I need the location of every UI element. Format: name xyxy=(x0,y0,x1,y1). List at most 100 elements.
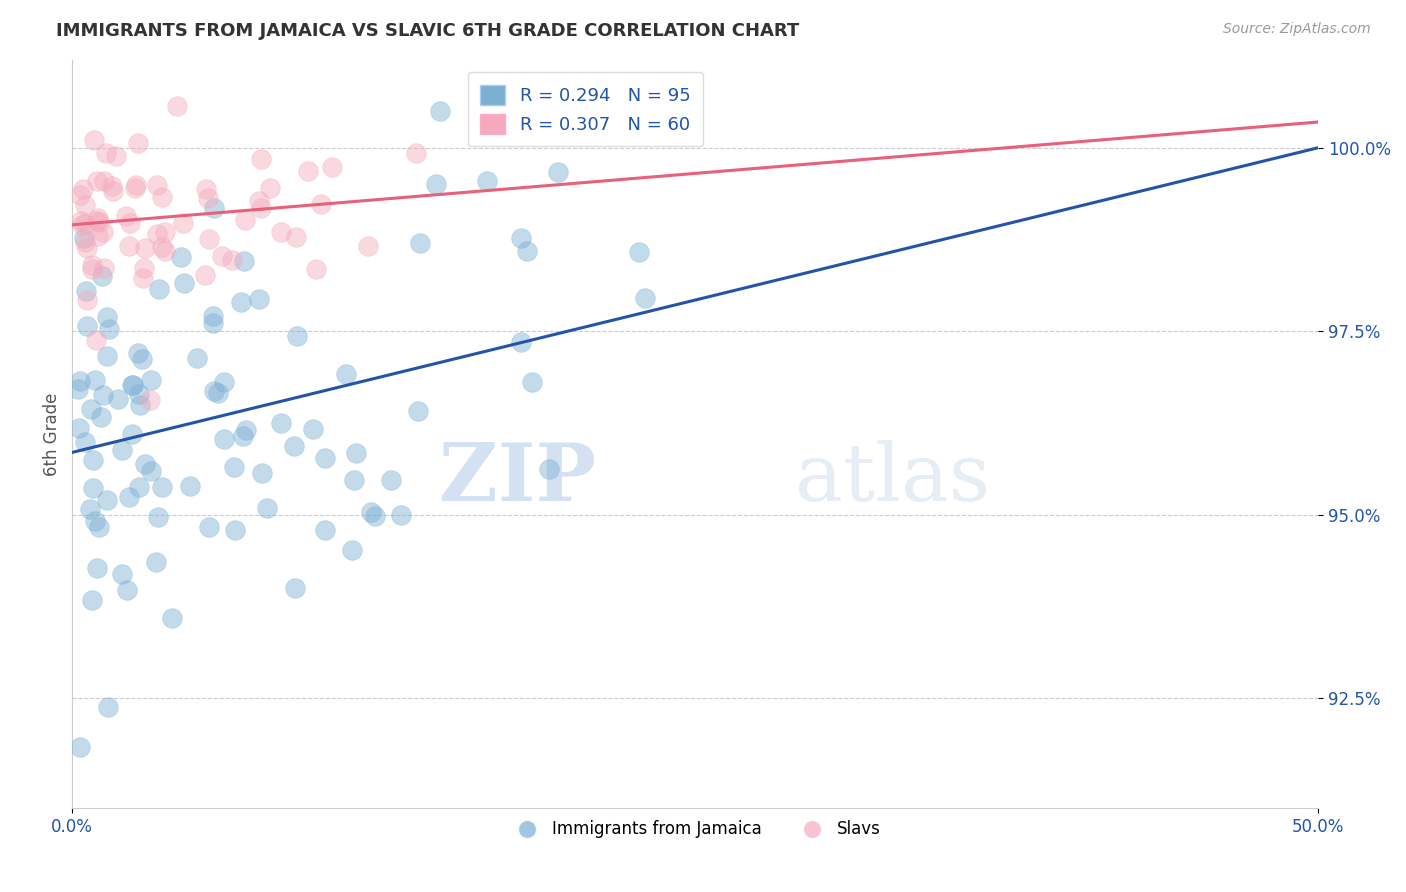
Point xyxy=(360,505,382,519)
Point xyxy=(80,593,103,607)
Point xyxy=(111,443,134,458)
Point xyxy=(633,291,655,305)
Point xyxy=(115,582,138,597)
Point xyxy=(202,316,225,330)
Point xyxy=(101,179,124,194)
Point xyxy=(104,149,127,163)
Point xyxy=(212,376,235,390)
Point xyxy=(197,191,219,205)
Point xyxy=(89,520,111,534)
Point xyxy=(150,480,173,494)
Point xyxy=(73,217,96,231)
Point xyxy=(477,173,499,187)
Point xyxy=(235,423,257,437)
Point xyxy=(357,238,380,252)
Point xyxy=(314,523,336,537)
Point xyxy=(344,445,367,459)
Point xyxy=(232,254,254,268)
Point xyxy=(628,245,651,260)
Point xyxy=(91,388,114,402)
Point xyxy=(93,174,115,188)
Point xyxy=(284,230,307,244)
Point xyxy=(408,235,430,250)
Point xyxy=(305,261,328,276)
Point xyxy=(86,174,108,188)
Point xyxy=(405,146,427,161)
Point xyxy=(73,231,96,245)
Point xyxy=(314,450,336,465)
Point xyxy=(335,368,357,382)
Point xyxy=(83,373,105,387)
Point xyxy=(198,520,221,534)
Legend: Immigrants from Jamaica, Slavs: Immigrants from Jamaica, Slavs xyxy=(503,814,887,845)
Point xyxy=(270,225,292,239)
Point xyxy=(125,178,148,193)
Point xyxy=(270,417,292,431)
Point xyxy=(145,178,167,192)
Point xyxy=(285,329,308,343)
Point xyxy=(79,501,101,516)
Point xyxy=(166,99,188,113)
Y-axis label: 6th Grade: 6th Grade xyxy=(44,392,60,475)
Point xyxy=(70,218,93,232)
Point xyxy=(80,401,103,416)
Point xyxy=(134,457,156,471)
Point xyxy=(252,467,274,481)
Point xyxy=(170,250,193,264)
Point xyxy=(224,523,246,537)
Point xyxy=(321,161,343,175)
Point xyxy=(128,480,150,494)
Point xyxy=(139,392,162,407)
Point xyxy=(198,232,221,246)
Point xyxy=(111,567,134,582)
Point xyxy=(127,136,149,150)
Point xyxy=(408,404,430,418)
Point xyxy=(82,482,104,496)
Point xyxy=(250,201,273,215)
Point xyxy=(134,241,156,255)
Point xyxy=(75,198,97,212)
Text: ZIP: ZIP xyxy=(439,440,596,518)
Point xyxy=(380,473,402,487)
Point xyxy=(127,346,149,360)
Point xyxy=(429,103,451,118)
Point xyxy=(221,253,243,268)
Point xyxy=(160,611,183,625)
Point xyxy=(128,387,150,401)
Point xyxy=(146,510,169,524)
Point xyxy=(76,293,98,308)
Point xyxy=(364,509,387,524)
Point xyxy=(118,239,141,253)
Point xyxy=(72,182,94,196)
Point xyxy=(82,453,104,467)
Point xyxy=(67,421,90,435)
Point xyxy=(91,269,114,284)
Point xyxy=(84,514,107,528)
Point xyxy=(73,235,96,249)
Point xyxy=(114,209,136,223)
Point xyxy=(509,231,531,245)
Point xyxy=(202,309,225,323)
Point xyxy=(297,164,319,178)
Point xyxy=(69,214,91,228)
Point xyxy=(89,214,111,228)
Point xyxy=(193,268,215,283)
Point xyxy=(520,375,543,389)
Point xyxy=(150,240,173,254)
Point xyxy=(342,543,364,558)
Point xyxy=(139,372,162,386)
Point xyxy=(86,214,108,228)
Point xyxy=(124,181,146,195)
Point xyxy=(93,261,115,276)
Point xyxy=(231,294,253,309)
Point xyxy=(259,181,281,195)
Point xyxy=(547,165,569,179)
Point xyxy=(233,213,256,227)
Point xyxy=(97,700,120,714)
Point xyxy=(389,508,412,522)
Point xyxy=(148,282,170,296)
Point xyxy=(131,351,153,366)
Point xyxy=(96,492,118,507)
Point xyxy=(86,211,108,225)
Point xyxy=(82,258,104,272)
